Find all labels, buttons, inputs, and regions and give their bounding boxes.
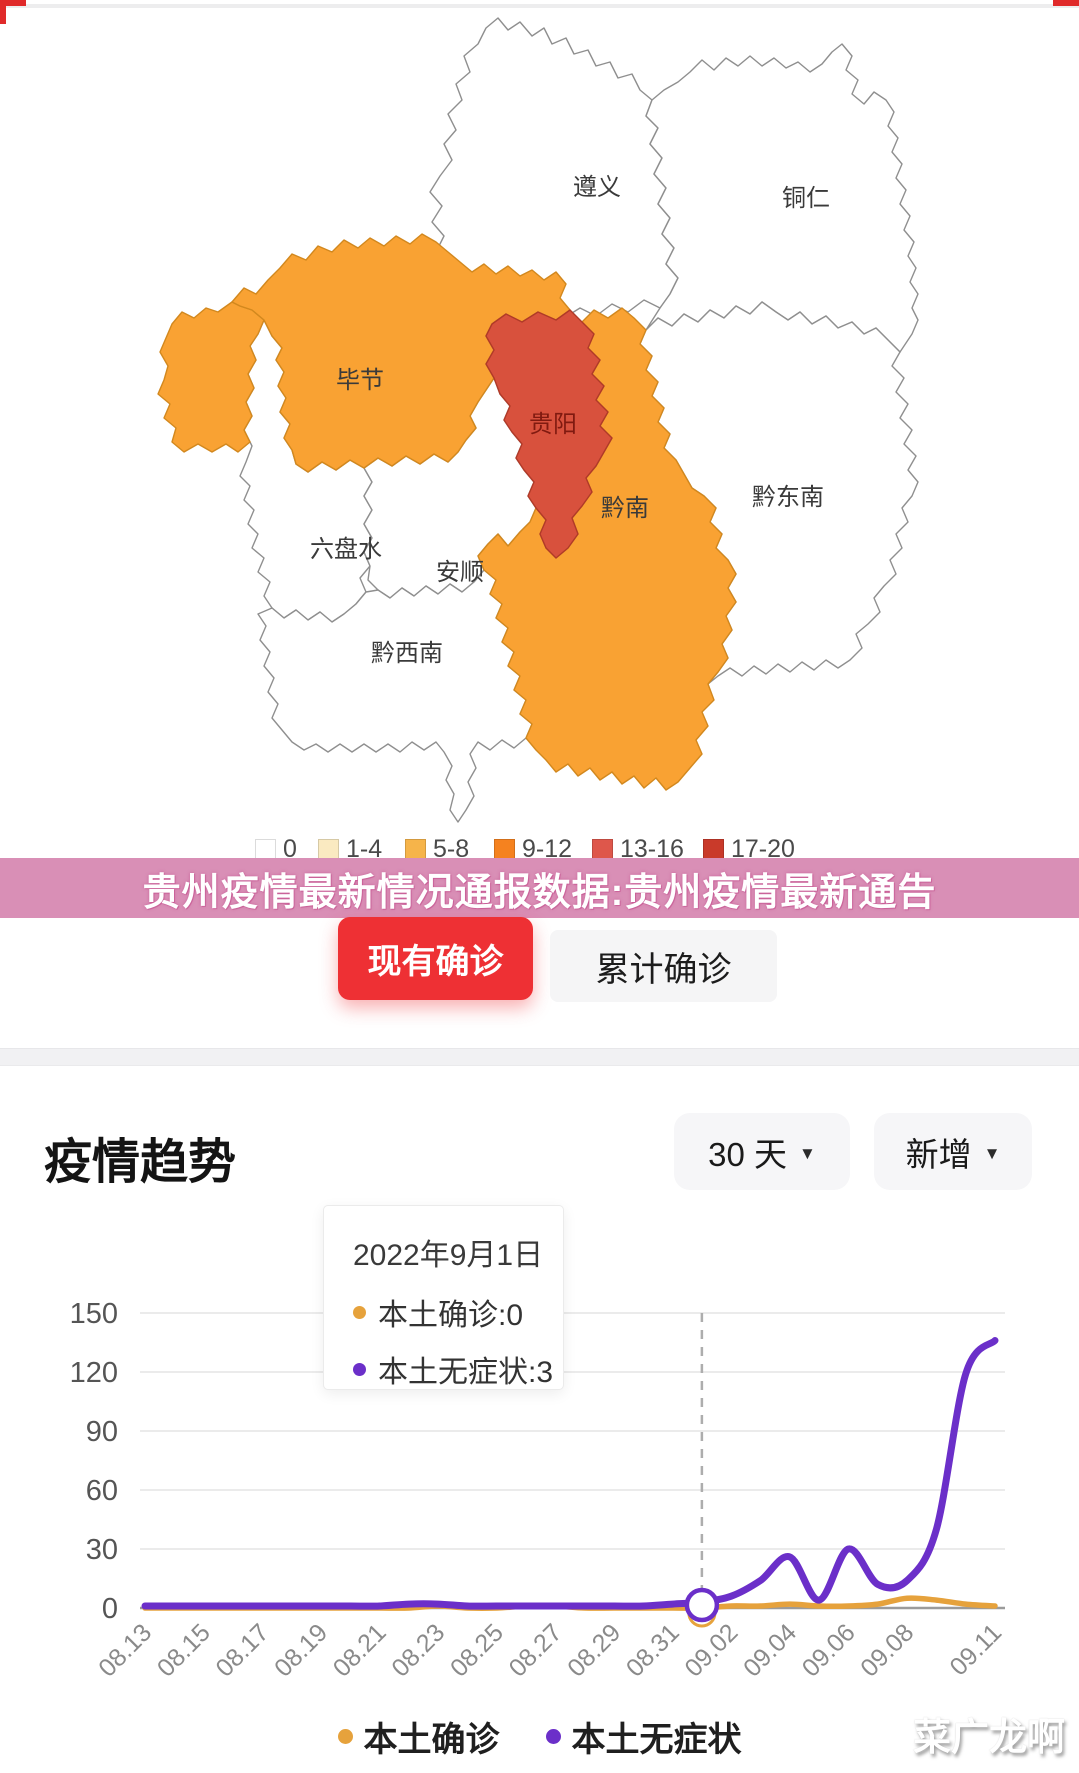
map-legend-item: 5-8 [405,835,470,863]
map-label-guiyang: 贵阳 [529,411,577,438]
x-tick-label: 08.13 [93,1618,157,1682]
map-region-zunyi[interactable] [429,17,679,323]
x-tick-label: 08.29 [562,1618,626,1682]
series-dot-confirmed [337,1729,353,1744]
chevron-down-icon: ▼ [983,1143,1001,1163]
time-range-value: 30 天 [708,1135,788,1173]
legend-swatch-5 [703,838,724,860]
x-tick-label: 08.31 [621,1618,685,1682]
map-label-qiannan: 黔南 [601,495,649,522]
map-region-tongren[interactable] [645,43,919,353]
y-tick-label: 120 [70,1357,118,1389]
map-legend-item: 9-12 [494,835,573,863]
legend-swatch-2 [405,838,426,860]
x-tick-label: 08.19 [269,1618,333,1682]
tooltip-row-text: 本土无症状:3 [378,1356,554,1389]
title-banner: 贵州疫情最新情况通报数据:贵州疫情最新通告 [0,858,1079,918]
cumulative-confirmed-tab-label: 累计确诊 [595,950,732,989]
map-label-liupanshui: 六盘水 [310,536,382,563]
metric-mode-value: 新增 [905,1135,972,1173]
series-dot-asymptomatic [353,1362,366,1376]
map-label-bijie: 毕节 [336,367,384,394]
chart-legend: 本土确诊 本土无症状 [0,1712,1079,1761]
x-tick-label: 08.25 [445,1618,509,1682]
x-tick-label: 09.06 [797,1618,861,1682]
current-confirmed-tab-label: 现有确诊 [367,943,504,981]
current-confirmed-tab[interactable]: 现有确诊 [338,917,533,1000]
top-right-corner-mark [1053,0,1079,6]
chart-tooltip: 2022年9月1日 本土确诊:0 本土无症状:3 [323,1205,564,1390]
legend-item-confirmed[interactable]: 本土确诊 [337,1712,500,1761]
map-label-qiandongnan: 黔东南 [752,484,824,511]
highlight-marker-asymptomatic[interactable] [684,1587,720,1623]
x-tick-label: 09.02 [679,1618,743,1682]
top-divider-line [0,4,1079,8]
legend-swatch-0 [255,838,276,860]
section-divider [0,1048,1079,1066]
legend-label: 13-16 [620,835,684,863]
legend-item-asymptomatic[interactable]: 本土无症状 [545,1712,742,1761]
trend-section-title: 疫情趋势 [44,1136,237,1189]
trend-line-chart[interactable]: 0 30 60 90 120 150 08.13 08.15 08.17 08.19 08.21 08… [0,1280,1079,1720]
legend-swatch-4 [592,838,613,860]
map-label-qianxinan: 黔西南 [371,640,443,667]
map-legend-item: 0 [255,835,297,863]
top-left-corner-mark [0,0,26,6]
legend-swatch-1 [318,838,339,860]
legend-label: 0 [283,835,297,863]
x-tick-label: 08.17 [210,1618,274,1682]
legend-label: 1-4 [346,835,383,863]
legend-item-label: 本土确诊 [363,1721,500,1759]
series-line-asymptomatic[interactable] [141,1337,999,1610]
map-region-guiyang[interactable] [485,309,613,559]
tooltip-date: 2022年9月1日 [353,1239,544,1272]
top-left-corner-mark-vertical [0,0,6,24]
legend-item-label: 本土无症状 [571,1721,742,1759]
legend-label: 5-8 [433,835,470,863]
x-tick-label: 09.04 [738,1618,802,1682]
x-tick-label: 08.27 [504,1618,568,1682]
x-tick-label: 08.21 [328,1618,392,1682]
map-region-qianxinan[interactable] [257,569,533,823]
map-legend-item: 1-4 [318,835,383,863]
y-tick-label: 60 [86,1475,118,1507]
map-label-anshun: 安顺 [436,559,484,586]
chevron-down-icon: ▼ [799,1143,816,1163]
legend-label: 17-20 [731,835,795,863]
tooltip-row: 本土确诊:0 [353,1290,563,1334]
legend-swatch-3 [494,838,515,860]
x-tick-label: 08.23 [386,1618,450,1682]
y-tick-label: 150 [70,1298,118,1330]
watermark: 菜广龙啊 [912,1717,1065,1759]
x-tick-label: 09.11 [944,1618,1007,1681]
map-legend-item: 17-20 [703,835,795,863]
map-label-tongren: 铜仁 [782,185,830,212]
x-tick-label: 08.15 [152,1618,216,1682]
page-title: 贵州疫情最新情况通报数据:贵州疫情最新通告 [142,871,937,914]
series-dot-asymptomatic [545,1729,561,1744]
y-tick-label: 0 [102,1593,118,1625]
cumulative-confirmed-tab[interactable]: 累计确诊 [550,930,777,1002]
series-dot-confirmed [353,1305,366,1319]
time-range-dropdown[interactable]: 30 天 ▼ [674,1113,850,1190]
metric-mode-dropdown[interactable]: 新增 ▼ [874,1113,1032,1190]
map-label-zunyi: 遵义 [573,174,621,201]
x-tick-label: 09.08 [855,1618,919,1682]
y-tick-label: 90 [86,1416,118,1448]
tooltip-row: 本土无症状:3 [353,1347,563,1391]
map-legend-item: 13-16 [592,835,684,863]
y-tick-label: 30 [86,1534,118,1566]
tooltip-row-text: 本土确诊:0 [378,1299,524,1332]
legend-label: 9-12 [522,835,573,863]
map-region-bijie-west-lobe[interactable] [157,301,265,453]
